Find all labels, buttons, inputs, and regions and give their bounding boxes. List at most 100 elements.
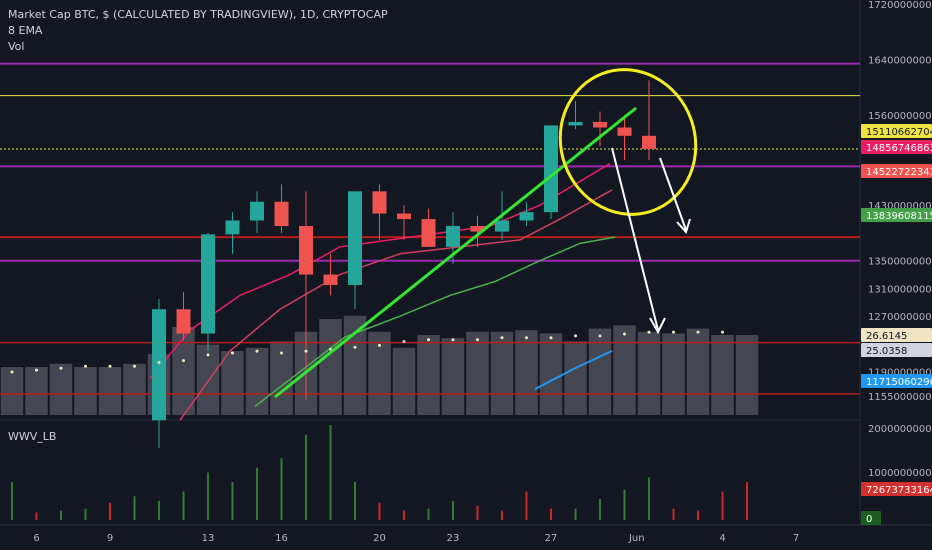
price-label-bg <box>861 140 932 154</box>
price-label-bg <box>861 374 932 388</box>
volume-bar <box>441 338 465 415</box>
price-label-bg <box>861 124 932 138</box>
candle-body <box>299 226 313 275</box>
time-tick-label: 4 <box>719 533 725 544</box>
bbwp-dot <box>157 361 161 364</box>
candle-body <box>372 191 387 214</box>
study-ema: 8 EMA <box>8 24 43 37</box>
price-label-text: 138396081158 <box>866 211 932 222</box>
bbwp-dot <box>84 364 87 368</box>
bbwp-dot <box>133 364 136 368</box>
candle-body <box>421 219 436 247</box>
volume-bar <box>49 363 73 415</box>
volume-bar <box>123 363 146 415</box>
price-label-text: 26.6145 <box>866 331 907 342</box>
volume-bar <box>74 367 97 415</box>
indicator-name: WWV_LB <box>8 430 57 443</box>
price-tick-label: 172000000000 <box>868 0 932 11</box>
bbwp-dot <box>402 340 406 344</box>
time-tick-label: 20 <box>373 533 386 544</box>
wwv-pane <box>11 425 748 520</box>
time-tick-label: 13 <box>202 533 215 544</box>
price-tick-label: 127000000000 <box>868 312 932 323</box>
indicator-tick-label: 100000000000 <box>868 468 932 479</box>
candle-body <box>617 127 632 136</box>
ema-line-red2 <box>179 189 613 421</box>
horizontal-lines <box>0 62 860 395</box>
indicator-tick-label: 200000000000 <box>868 424 932 435</box>
volume-bar <box>490 331 514 415</box>
ema-line-blue <box>534 349 613 390</box>
price-label-bg <box>861 208 932 222</box>
volume-bar <box>686 328 710 415</box>
bbwp-dot <box>353 345 357 349</box>
arrow-long-shaft <box>611 147 659 331</box>
indicator-label-bg <box>861 482 932 496</box>
price-tick-label: 131000000000 <box>868 284 932 295</box>
arrow-short-shaft <box>659 157 687 231</box>
time-tick-label: 23 <box>447 533 460 544</box>
volume-bar <box>637 331 661 415</box>
bbwp-dot <box>329 347 332 351</box>
bbwp-dot <box>647 330 651 334</box>
price-label-text: 117150602965 <box>866 377 932 388</box>
volume-bar <box>25 367 48 415</box>
candle-body <box>568 121 583 126</box>
bbwp-dot <box>206 353 210 357</box>
volume-bar <box>343 315 367 415</box>
volume-bar <box>245 347 269 415</box>
candle-body <box>176 309 191 334</box>
time-axis[interactable]: 6 9 13 16 20 23 27 Jun 4 7 <box>33 533 799 544</box>
bbwp-dot <box>696 330 700 334</box>
bbwp-dot <box>280 351 283 355</box>
volume-bar <box>588 328 612 415</box>
bbwp-dot <box>476 338 479 342</box>
price-tick-label: 119000000000 <box>868 368 932 379</box>
ema-line-green <box>254 236 616 408</box>
bbwp-dot <box>672 330 675 334</box>
volume-bar <box>564 341 587 415</box>
price-label-text: 151106627047 <box>866 127 932 138</box>
price-tick-label: 115500000000 <box>868 392 932 403</box>
price-tick-label: 135000000000 <box>868 257 932 268</box>
volume-bar <box>319 319 342 415</box>
candles[interactable] <box>152 80 656 449</box>
indicator-label-text: 72673733164 <box>866 485 932 496</box>
bbwp-dot <box>182 359 185 363</box>
time-tick-label: Jun <box>628 533 645 544</box>
volume-bar <box>613 325 636 415</box>
volume-bar <box>221 351 244 415</box>
bbwp-dot <box>35 368 38 372</box>
price-label-text: 145227223430 <box>866 167 932 178</box>
candle-body <box>593 121 607 128</box>
drawings[interactable] <box>274 50 716 399</box>
bbwp-dot <box>304 349 308 353</box>
bbwp-dot <box>378 343 381 347</box>
candle-body <box>225 220 240 235</box>
candle-body <box>274 201 289 227</box>
price-label-text: 25.0358 <box>866 346 907 357</box>
volume-bar <box>0 367 24 415</box>
volume-bar <box>172 327 195 415</box>
candle-body <box>470 226 485 232</box>
candle-body <box>397 213 411 220</box>
price-axis[interactable]: 172000000000 164000000000 156000000000 1430… <box>861 0 932 525</box>
time-tick-label: 9 <box>107 533 113 544</box>
bbwp-dot <box>451 338 455 342</box>
study-vol: Vol <box>8 40 25 53</box>
candle-body <box>250 201 264 221</box>
volume-bar <box>735 335 759 415</box>
volume-bar <box>98 367 122 415</box>
bbwp-dot <box>574 334 577 338</box>
arrow-long-head <box>649 317 666 335</box>
candle-body <box>544 125 558 213</box>
price-label-bg <box>861 328 932 342</box>
time-tick-label: 7 <box>793 533 799 544</box>
indicator-label-bg <box>861 511 881 525</box>
candle-body <box>201 234 215 334</box>
price-label-bg <box>861 164 932 178</box>
price-tick-label: 156000000000 <box>868 111 932 122</box>
candle-body <box>348 191 362 285</box>
